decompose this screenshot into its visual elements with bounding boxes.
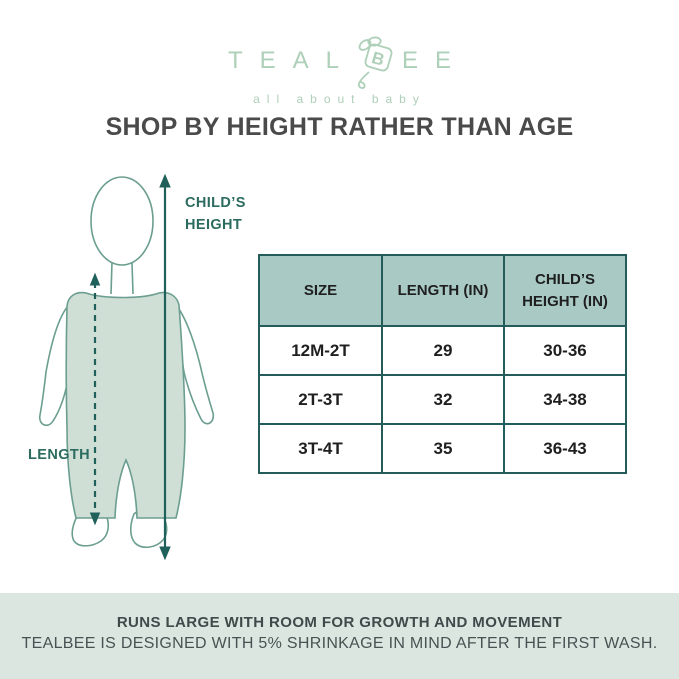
brand-wordmark: TEAL B EE [0, 34, 679, 89]
page-title: SHOP BY HEIGHT RATHER THAN AGE [105, 113, 574, 141]
column-header-childs-height: CHILD’S HEIGHT (IN) [503, 254, 627, 327]
childs-height-label-line1: CHILD’S [185, 195, 246, 211]
table-row: 3T-4T 35 36-43 [258, 423, 627, 474]
size-cell: 3T-4T [258, 423, 383, 474]
baby-neck [110, 261, 134, 295]
table-row: 2T-3T 32 34-38 [258, 374, 627, 425]
size-cell: 2T-3T [258, 374, 383, 425]
wordmark-left: TEAL [227, 47, 356, 74]
length-cell: 35 [381, 423, 505, 474]
brand-tagline: all about baby [253, 92, 426, 106]
baby-figure-illustration [38, 173, 215, 561]
baby-romper [65, 291, 186, 519]
column-header-length: LENGTH (IN) [381, 254, 505, 327]
childs-height-label: CHILD’S HEIGHT [185, 192, 246, 236]
table-header-row: SIZE LENGTH (IN) CHILD’S HEIGHT (IN) [258, 254, 627, 327]
column-header-size: SIZE [258, 254, 383, 327]
footer-note-bold: RUNS LARGE WITH ROOM FOR GROWTH AND MOVE… [116, 614, 563, 631]
childs-height-label-line2: HEIGHT [185, 217, 243, 233]
childs-height-arrow [159, 173, 171, 561]
size-cell: 12M-2T [258, 325, 383, 376]
table-row: 12M-2T 29 30-36 [258, 325, 627, 376]
length-label: LENGTH [28, 447, 91, 463]
height-cell: 36-43 [503, 423, 627, 474]
length-cell: 32 [381, 374, 505, 425]
height-cell: 34-38 [503, 374, 627, 425]
bee-icon: B [357, 36, 393, 89]
footer-note-regular: TEALBEE IS DESIGNED WITH 5% SHRINKAGE IN… [21, 635, 658, 652]
brand-logo: TEAL B EE all about baby [0, 34, 679, 106]
size-chart-table: SIZE LENGTH (IN) CHILD’S HEIGHT (IN) 12M… [258, 254, 627, 474]
height-cell: 30-36 [503, 325, 627, 376]
wordmark-right: EE [402, 47, 469, 74]
bee-letter: B [370, 48, 387, 70]
baby-head [90, 176, 154, 266]
footer-note-band: RUNS LARGE WITH ROOM FOR GROWTH AND MOVE… [0, 593, 679, 679]
length-cell: 29 [381, 325, 505, 376]
garment-length-arrow [89, 272, 101, 526]
